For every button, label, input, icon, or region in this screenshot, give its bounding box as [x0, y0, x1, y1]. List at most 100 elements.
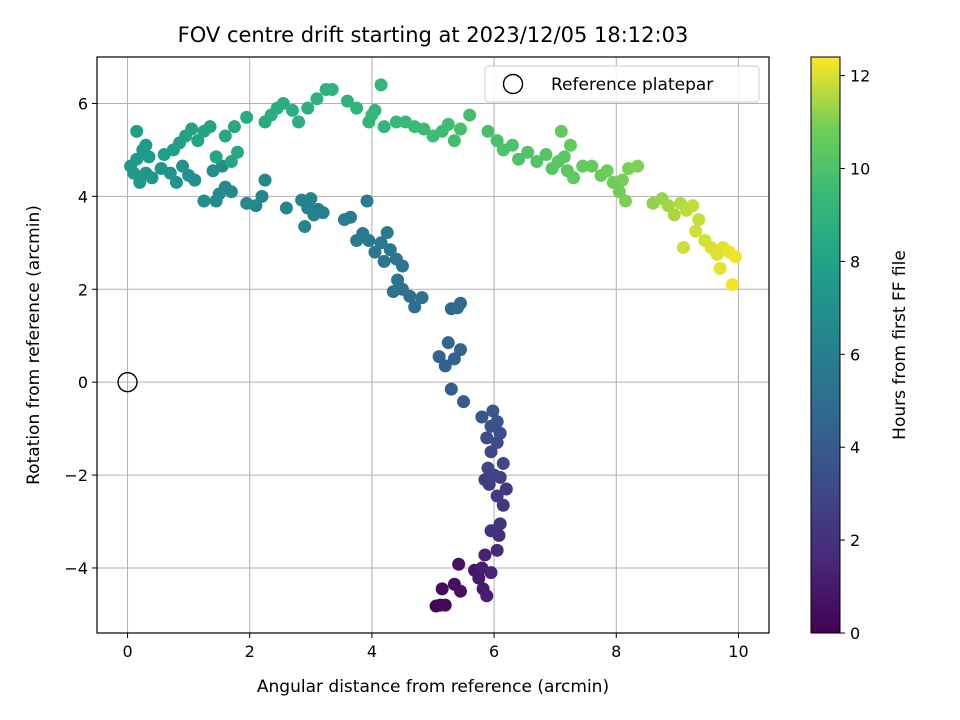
data-point: [475, 410, 489, 424]
data-point: [484, 524, 498, 538]
data-point: [686, 199, 700, 213]
data-point: [493, 426, 507, 440]
legend-box: [484, 65, 760, 103]
y-tick-label: 6: [78, 94, 88, 113]
y-tick-label: 4: [78, 187, 88, 206]
data-point: [218, 129, 232, 143]
data-point: [350, 101, 364, 115]
data-point: [484, 445, 498, 459]
data-point: [480, 431, 494, 445]
data-point: [612, 185, 626, 199]
data-point: [176, 159, 190, 173]
y-axis-ticks: −4 −2 0 2 4 6: [64, 94, 97, 578]
data-point: [276, 96, 290, 110]
data-point: [197, 194, 211, 208]
x-axis-label: Angular distance from reference (arcmin): [257, 677, 609, 697]
data-point: [374, 78, 388, 92]
data-point: [377, 254, 391, 268]
data-point: [350, 233, 364, 247]
data-point: [191, 134, 205, 148]
data-point: [389, 252, 403, 266]
colorbar-tick-label: 10: [850, 159, 870, 178]
data-point: [301, 101, 315, 115]
data-point: [512, 152, 526, 166]
data-point: [386, 285, 400, 299]
data-point: [493, 517, 507, 531]
colorbar-label: Hours from first FF file: [890, 250, 910, 440]
data-point: [209, 194, 223, 208]
data-point: [438, 598, 452, 612]
colorbar: 0 2 4 6 8 10 12 Hours from first FF file: [810, 56, 910, 643]
colorbar-gradient: [810, 56, 841, 634]
data-point: [557, 150, 571, 164]
data-point: [408, 300, 422, 314]
data-point: [310, 92, 324, 106]
data-point: [450, 301, 464, 315]
data-point: [472, 571, 486, 585]
data-point: [415, 291, 429, 305]
x-tick-label: 8: [611, 642, 621, 661]
colorbar-tick-label: 8: [850, 252, 860, 271]
data-point: [481, 124, 495, 138]
data-point: [490, 489, 504, 503]
plot-frame: [96, 56, 770, 634]
data-point: [490, 415, 504, 429]
data-point: [417, 122, 431, 136]
data-point: [391, 273, 405, 287]
data-point: [203, 120, 217, 134]
x-axis-ticks: 0 2 4 6 8 10: [122, 633, 749, 661]
y-tick-label: −4: [64, 559, 88, 578]
colorbar-tick-label: 12: [850, 67, 870, 86]
x-tick-label: 6: [489, 642, 499, 661]
data-point: [457, 395, 471, 409]
data-point: [169, 175, 183, 189]
y-tick-label: 2: [78, 280, 88, 299]
data-point: [452, 557, 466, 571]
data-point: [255, 189, 269, 203]
data-point: [340, 94, 354, 108]
chart-title: FOV centre drift starting at 2023/12/05 …: [178, 23, 689, 47]
colorbar-ticks: 0 2 4 6 8 10 12: [840, 67, 870, 643]
data-point: [374, 236, 388, 250]
data-point: [185, 122, 199, 136]
data-point: [453, 584, 467, 598]
data-point: [486, 404, 500, 418]
data-point: [139, 166, 153, 180]
data-point: [667, 208, 681, 222]
data-point: [240, 110, 254, 124]
data-point: [692, 213, 706, 227]
x-tick-label: 0: [122, 642, 132, 661]
data-point: [154, 161, 168, 175]
data-point: [478, 548, 492, 562]
data-point: [576, 159, 590, 173]
colorbar-tick-label: 6: [850, 345, 860, 364]
data-point: [496, 456, 510, 470]
data-point: [438, 359, 452, 373]
data-point: [521, 145, 535, 159]
data-point: [142, 150, 156, 164]
data-point: [453, 343, 467, 357]
data-point: [337, 213, 351, 227]
data-points: [117, 78, 742, 613]
data-point: [618, 194, 632, 208]
x-tick-label: 10: [728, 642, 748, 661]
colorbar-tick-label: 2: [850, 531, 860, 550]
data-point: [728, 250, 742, 264]
data-point: [209, 150, 223, 164]
data-point: [539, 148, 553, 162]
data-point: [676, 240, 690, 254]
data-point: [444, 382, 458, 396]
y-tick-label: 0: [78, 373, 88, 392]
data-point: [463, 108, 477, 122]
data-point: [661, 199, 675, 213]
data-point: [298, 220, 312, 234]
data-point: [258, 173, 272, 187]
data-point: [279, 201, 293, 215]
x-tick-label: 2: [245, 642, 255, 661]
data-point: [615, 173, 629, 187]
data-point: [713, 261, 727, 275]
data-point: [554, 124, 568, 138]
x-tick-label: 4: [367, 642, 377, 661]
data-point: [206, 164, 220, 178]
data-point: [530, 155, 544, 169]
